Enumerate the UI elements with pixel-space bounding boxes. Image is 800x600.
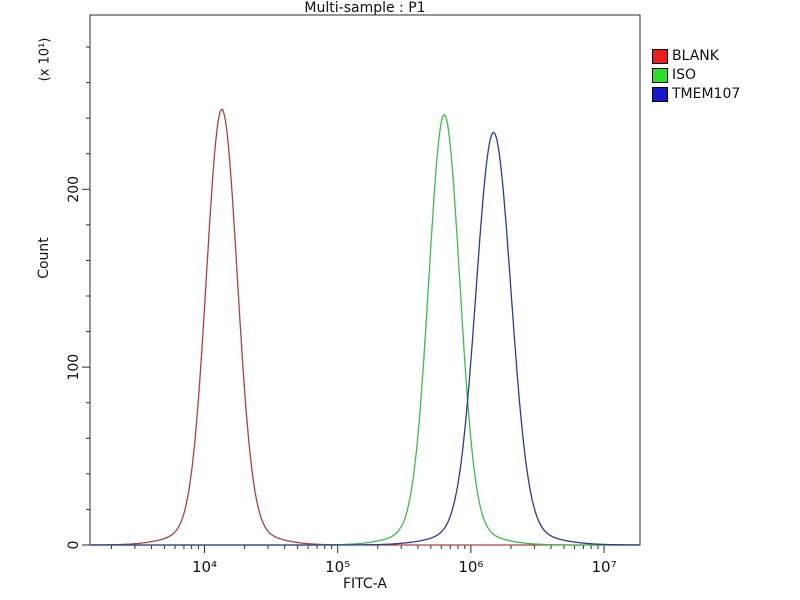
legend-swatch-iso xyxy=(652,67,668,83)
chart-title: Multi-sample : P1 xyxy=(304,0,426,16)
curve-blank xyxy=(90,108,640,546)
svg-text:10⁷: 10⁷ xyxy=(591,558,616,576)
svg-text:10⁶: 10⁶ xyxy=(458,558,483,576)
svg-text:10⁴: 10⁴ xyxy=(192,558,217,576)
x-axis-label: FITC-A xyxy=(342,576,387,592)
legend-swatch-blank xyxy=(652,48,668,64)
legend-label-blank: BLANK xyxy=(672,48,719,64)
legend-item-tmem107: TMEM107 xyxy=(652,86,740,102)
y-axis-scale-note: (x 10¹) xyxy=(37,37,53,82)
curve-iso xyxy=(90,114,640,546)
svg-text:10⁵: 10⁵ xyxy=(325,558,350,576)
curve-tmem107 xyxy=(90,131,640,546)
y-axis-label: Count xyxy=(36,237,52,279)
legend-item-iso: ISO xyxy=(652,67,740,83)
legend-label-tmem107: TMEM107 xyxy=(672,86,741,102)
legend-label-iso: ISO xyxy=(672,67,697,83)
svg-text:100: 100 xyxy=(66,354,82,381)
legend: BLANK ISO TMEM107 xyxy=(652,48,740,102)
legend-item-blank: BLANK xyxy=(652,48,740,64)
legend-swatch-tmem107 xyxy=(652,86,668,102)
svg-text:0: 0 xyxy=(66,541,82,550)
svg-text:200: 200 xyxy=(66,176,82,203)
